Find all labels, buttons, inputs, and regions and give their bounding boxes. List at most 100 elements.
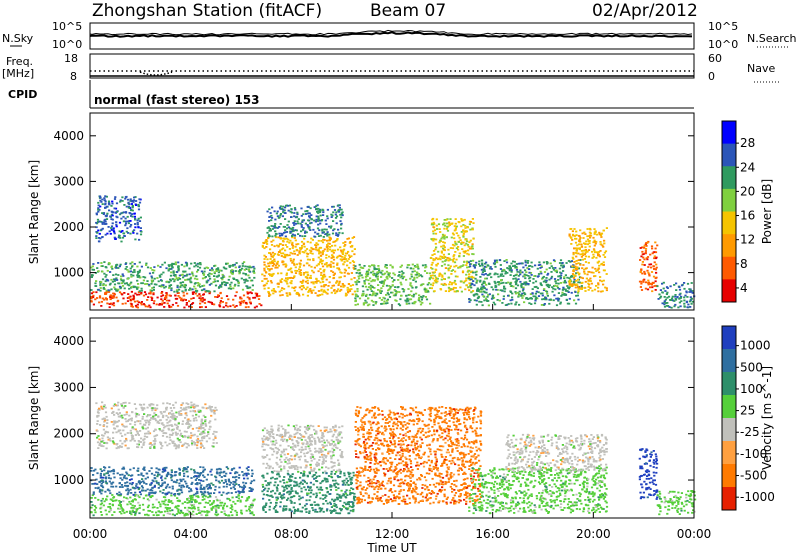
data-cell <box>320 235 322 237</box>
data-cell <box>654 255 656 257</box>
data-cell <box>385 303 387 305</box>
data-cell <box>130 492 132 494</box>
data-cell <box>522 287 524 289</box>
data-cell <box>164 411 166 413</box>
data-cell <box>313 220 315 222</box>
data-cell <box>470 221 472 223</box>
data-cell <box>292 222 294 224</box>
data-cell <box>286 274 288 276</box>
data-cell <box>286 228 288 230</box>
data-cell <box>187 427 189 429</box>
data-cell <box>292 253 294 255</box>
data-cell <box>500 282 502 284</box>
data-cell <box>216 468 218 470</box>
data-cell <box>223 482 225 484</box>
data-cell <box>213 304 215 306</box>
data-cell <box>170 495 172 497</box>
data-cell <box>585 281 587 283</box>
data-cell <box>344 244 346 246</box>
data-cell <box>192 507 194 509</box>
data-cell <box>299 253 301 255</box>
data-cell <box>286 273 288 275</box>
data-cell <box>167 417 169 419</box>
data-cell <box>497 293 499 295</box>
data-cell <box>105 200 107 202</box>
data-cell <box>159 276 161 278</box>
data-cell <box>247 478 249 480</box>
data-cell <box>280 289 282 291</box>
data-cell <box>371 264 373 266</box>
data-cell <box>413 294 415 296</box>
data-cell <box>97 262 99 264</box>
data-cell <box>663 288 665 290</box>
data-cell <box>666 293 668 295</box>
data-cell <box>371 300 373 302</box>
data-cell <box>240 302 242 304</box>
data-cell <box>487 274 489 276</box>
data-cell <box>221 480 223 482</box>
data-cell <box>207 433 209 435</box>
data-cell <box>214 271 216 273</box>
data-cell <box>112 281 114 283</box>
data-cell <box>230 504 232 506</box>
data-cell <box>188 300 190 302</box>
data-cell <box>199 510 201 512</box>
data-cell <box>215 285 217 287</box>
data-cell <box>359 298 361 300</box>
data-cell <box>266 278 268 280</box>
data-cell <box>564 294 566 296</box>
data-cell <box>158 510 160 512</box>
data-cell <box>434 253 436 255</box>
data-cell <box>245 306 247 308</box>
data-cell <box>394 289 396 291</box>
data-cell <box>186 415 188 417</box>
data-cell <box>330 264 332 266</box>
data-cell <box>121 282 123 284</box>
data-cell <box>282 209 284 211</box>
data-cell <box>331 245 333 247</box>
data-cell <box>101 483 103 485</box>
data-cell <box>232 497 234 499</box>
data-cell <box>431 268 433 270</box>
data-cell <box>500 280 502 282</box>
data-cell <box>182 274 184 276</box>
data-cell <box>193 476 195 478</box>
data-cell <box>242 263 244 265</box>
data-cell <box>132 505 134 507</box>
data-cell <box>314 232 316 234</box>
data-cell <box>400 282 402 284</box>
data-cell <box>314 267 316 269</box>
data-cell <box>270 230 272 232</box>
data-cell <box>510 291 512 293</box>
data-cell <box>175 262 177 264</box>
data-cell <box>226 486 228 488</box>
data-cell <box>549 284 551 286</box>
data-cell <box>159 491 161 493</box>
data-cell <box>294 207 296 209</box>
data-cell <box>186 471 188 473</box>
data-cell <box>289 248 291 250</box>
data-cell <box>103 505 105 507</box>
data-cell <box>136 280 138 282</box>
data-cell <box>594 268 596 270</box>
data-cell <box>462 270 464 272</box>
data-cell <box>322 211 324 213</box>
data-cell <box>336 238 338 240</box>
data-cell <box>218 507 220 509</box>
data-cell <box>278 283 280 285</box>
data-cell <box>105 411 107 413</box>
data-cell <box>577 299 579 301</box>
data-cell <box>141 478 143 480</box>
data-cell <box>356 288 358 290</box>
data-cell <box>282 215 284 217</box>
data-cell <box>645 288 647 290</box>
data-cell <box>121 507 123 509</box>
data-cell <box>528 302 530 304</box>
data-cell <box>203 447 205 449</box>
data-cell <box>248 473 250 475</box>
data-cell <box>329 237 331 239</box>
data-cell <box>113 477 115 479</box>
data-cell <box>150 267 152 269</box>
data-cell <box>447 230 449 232</box>
data-cell <box>400 266 402 268</box>
